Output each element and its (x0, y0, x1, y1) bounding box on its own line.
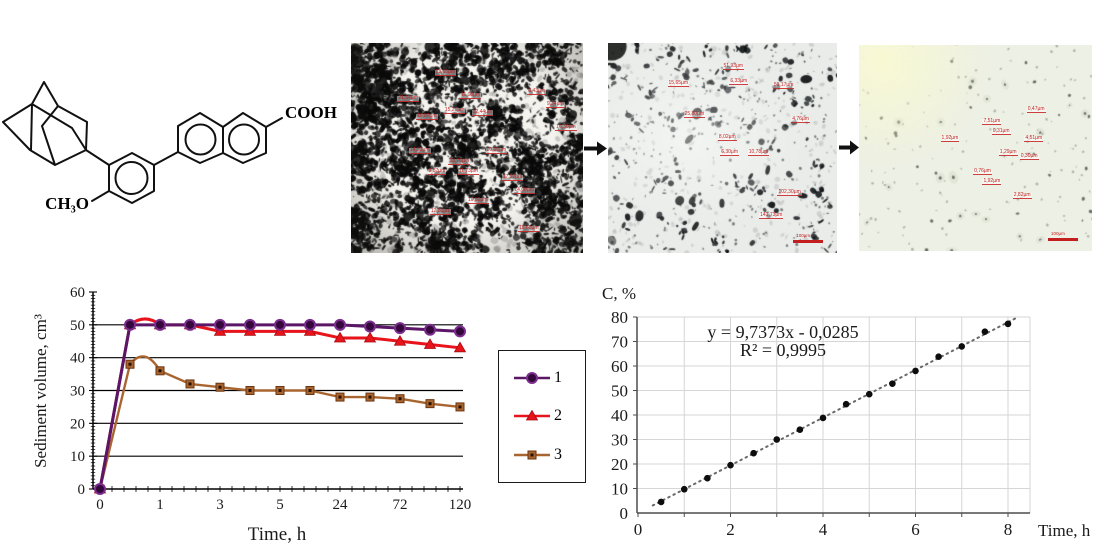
size-annotation: 10,15µm (485, 147, 508, 154)
size-annotation: 4,76µm (791, 115, 810, 123)
svg-text:40: 40 (70, 351, 85, 367)
size-annotation: 2,82µm (1012, 192, 1032, 200)
svg-text:30: 30 (611, 431, 628, 450)
arrow-right-icon (839, 140, 859, 155)
micrograph-image-2 (608, 43, 837, 253)
calibration-xaxis-title: Time, h (1038, 521, 1091, 540)
svg-text:10: 10 (70, 449, 85, 465)
size-annotation: 6,30µm (720, 149, 739, 157)
size-annotation: 8,02µm (717, 134, 737, 142)
methoxy-label: CH₃O (45, 194, 89, 213)
svg-text:72: 72 (393, 497, 408, 513)
size-annotation: 9,34µm (545, 100, 565, 108)
size-annotation: 14,08µm (513, 186, 535, 194)
sediment-chart: 0 10 20 30 40 50 60 0 1 3 5 24 72 120 (70, 285, 471, 513)
size-annotation: 25,80µm (683, 111, 706, 119)
scale-bar-label: 100µm (1051, 230, 1065, 236)
svg-text:80: 80 (611, 308, 628, 327)
svg-text:0: 0 (634, 520, 643, 539)
svg-text:2: 2 (726, 520, 735, 539)
size-annotation: 11,73µm (457, 168, 479, 175)
size-annotation: 1,92µm (982, 177, 1002, 185)
size-annotation: 15,65µm (667, 79, 690, 87)
svg-text:4: 4 (819, 520, 828, 539)
bond-skeleton (2, 81, 283, 204)
size-annotation: 9,87µm (427, 168, 447, 175)
legend-label: 1 (554, 369, 562, 387)
size-annotation: 10,52µm (467, 197, 489, 205)
arrow-right-icon (584, 141, 607, 156)
size-annotation: 10,87µm (415, 113, 438, 121)
micrograph-image-1 (351, 43, 583, 253)
svg-text:50: 50 (70, 318, 85, 334)
size-annotation: 51,17µm (772, 81, 795, 89)
svg-text:20: 20 (70, 416, 85, 432)
size-annotation: 0,30µm (1019, 153, 1039, 161)
chart-legend: 1 2 3 (498, 350, 586, 483)
svg-text:70: 70 (611, 333, 628, 352)
size-annotation: 141,73µm (759, 212, 784, 220)
cooh-label: COOH (285, 103, 337, 122)
svg-text:0: 0 (78, 482, 86, 498)
size-annotation: 18,65µm (518, 224, 540, 232)
sediment-xaxis-title: Time, h (248, 524, 307, 545)
calibration-yaxis-title: C, % (602, 284, 636, 303)
calibration-chart: 0 10 20 30 40 50 60 70 80 0 2 4 6 8 (611, 308, 1031, 539)
size-annotation: 4,51µm (1024, 134, 1044, 142)
trendline-equation: y = 9,7373x - 0,0285 (707, 322, 858, 342)
size-annotation: 102,30µm (777, 189, 802, 196)
size-annotation: 11,08µm (460, 92, 482, 100)
svg-text:8: 8 (1004, 520, 1013, 539)
svg-text:6: 6 (911, 520, 920, 539)
size-annotation: 13,76µm (448, 157, 470, 165)
scale-bar-label: 100µm (796, 232, 811, 238)
scale-bar: 100µm (1048, 231, 1079, 241)
svg-text:1: 1 (156, 497, 164, 513)
size-annotation: 1,92µm (940, 134, 960, 142)
size-annotation: 17,92µm (501, 174, 524, 182)
legend-entry: 3 (511, 446, 585, 464)
size-annotation: 10,78µm (747, 149, 770, 157)
size-annotation: 12,44µm (471, 109, 494, 117)
svg-text:0: 0 (96, 497, 104, 513)
legend-entry: 1 (511, 369, 585, 387)
svg-text:24: 24 (333, 497, 349, 513)
trendline-r2: R² = 0,9995 (740, 340, 826, 360)
legend-label: 2 (554, 407, 562, 425)
svg-text:20: 20 (611, 455, 628, 474)
size-annotation: 0,76µm (973, 167, 992, 175)
sediment-yaxis-title: Sediment volume, cm³ (31, 314, 50, 468)
svg-text:30: 30 (70, 384, 85, 400)
size-annotation: 0,47µm (1026, 105, 1046, 113)
size-annotation: 12,81µm (429, 207, 452, 215)
size-annotation: 14,52µm (409, 147, 431, 154)
svg-text:60: 60 (70, 285, 85, 301)
size-annotation: 0,31µm (991, 128, 1011, 136)
legend-entry: 2 (511, 407, 585, 425)
size-annotation: 16,30µm (555, 123, 577, 131)
size-annotation: 21,54µm (397, 94, 419, 102)
size-annotation: 1,29µm (998, 149, 1018, 157)
size-annotation: 51,93µm (722, 63, 745, 70)
size-annotation: 7,51µm (982, 118, 1002, 126)
scale-bar: 100µm (793, 233, 824, 243)
size-annotation: 8,43µm (527, 88, 547, 96)
svg-text:3: 3 (216, 497, 224, 513)
svg-text:0: 0 (620, 504, 629, 523)
svg-text:40: 40 (611, 406, 628, 425)
svg-text:5: 5 (276, 497, 284, 513)
svg-text:10: 10 (611, 480, 628, 499)
chemical-structure: COOH CH₃O (2, 81, 337, 213)
svg-text:50: 50 (611, 382, 628, 401)
size-annotation: 6,33µm (729, 77, 749, 85)
svg-text:60: 60 (611, 357, 628, 376)
svg-text:120: 120 (449, 497, 472, 513)
size-annotation: 15,21µm (443, 107, 466, 115)
legend-label: 3 (554, 445, 562, 463)
size-annotation: 13,65µm (434, 69, 457, 77)
